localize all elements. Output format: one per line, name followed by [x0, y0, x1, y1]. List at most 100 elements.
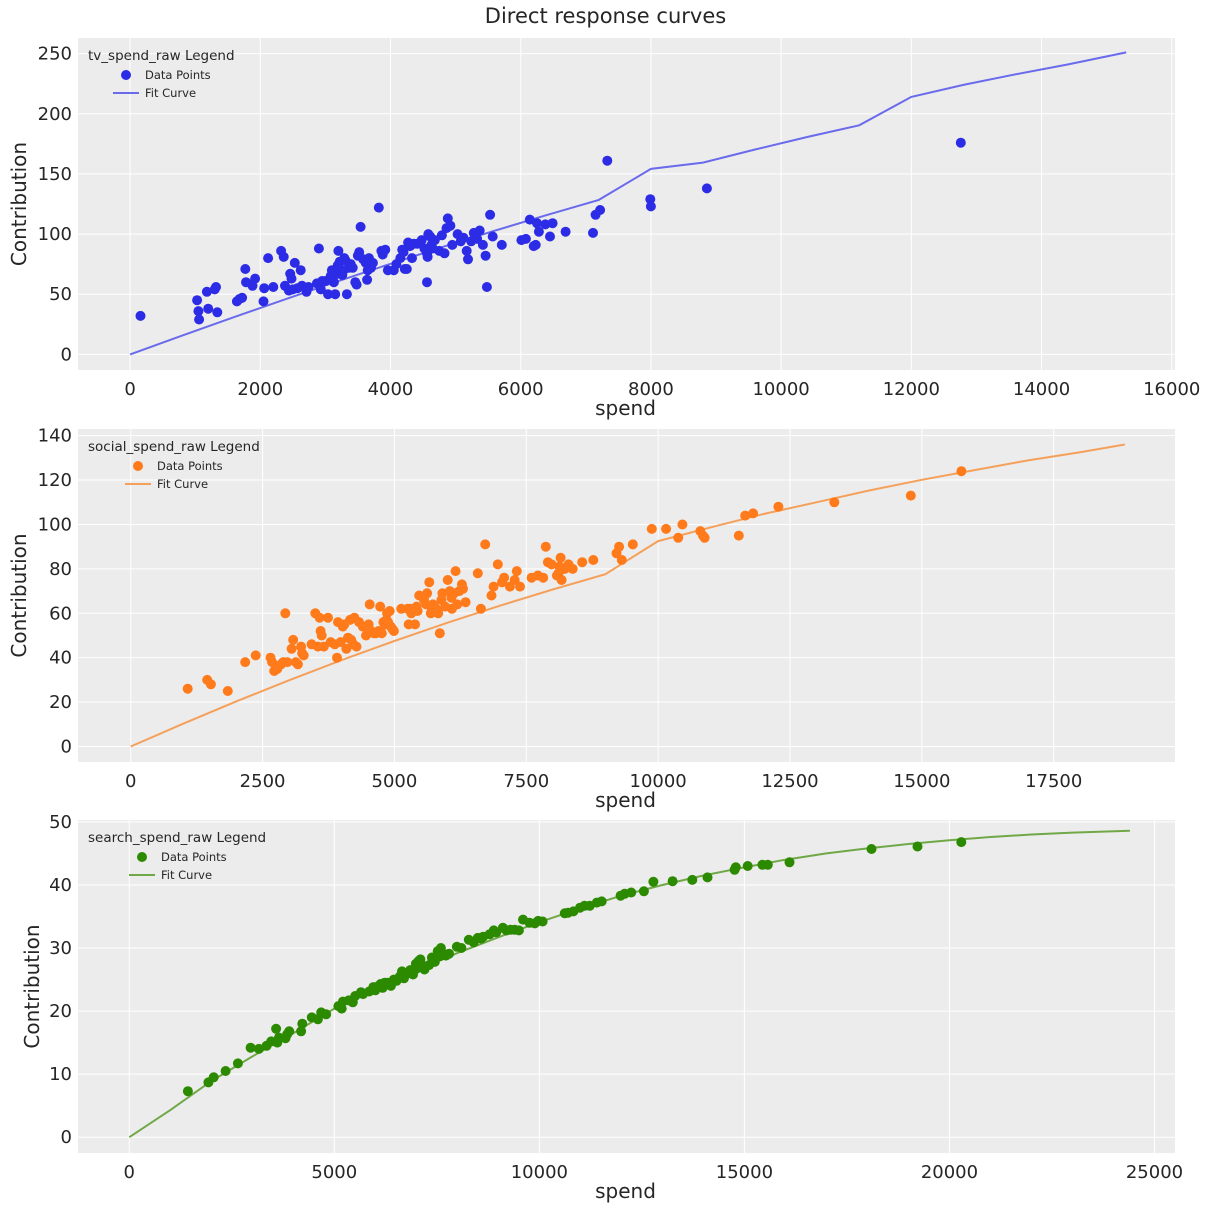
data-point	[733, 530, 744, 541]
data-point	[424, 577, 435, 588]
data-point	[486, 590, 497, 601]
data-point	[442, 575, 453, 585]
data-point	[422, 277, 432, 288]
x-tick-label: 14000	[1013, 379, 1070, 400]
data-point	[538, 572, 549, 583]
data-point	[416, 235, 427, 246]
plot-background	[78, 38, 1175, 370]
data-point	[289, 257, 300, 268]
x-tick-label: 15000	[893, 771, 950, 792]
data-point	[614, 541, 625, 552]
data-point	[401, 264, 412, 274]
data-point	[447, 239, 458, 250]
y-tick-label: 120	[38, 470, 72, 491]
data-point	[422, 251, 433, 262]
legend: tv_spend_raw Legend Data Points Fit Curve	[88, 48, 235, 100]
data-point	[602, 155, 613, 166]
x-tick-label: 20000	[921, 1162, 978, 1183]
y-axis-label: Contribution	[20, 924, 44, 1048]
chart-panel-1: 0 2000 4000 6000 8000 10000 12000 14000 16000 0 50…	[7, 38, 1200, 420]
data-point	[648, 876, 659, 887]
data-point	[373, 202, 384, 213]
data-point	[135, 310, 146, 321]
data-point	[182, 683, 193, 694]
data-point	[481, 282, 492, 292]
data-point	[332, 652, 342, 663]
data-point	[956, 466, 967, 477]
legend-title: search_spend_raw Legend	[88, 830, 266, 846]
data-point	[434, 628, 445, 639]
data-point	[555, 552, 566, 563]
data-point	[237, 292, 248, 303]
chart-panel-2: 0 2500 5000 7500 10000 12500 15000 17500 0 20 40 60…	[7, 426, 1175, 812]
data-point	[560, 226, 571, 237]
legend-title: tv_spend_raw Legend	[88, 48, 235, 64]
data-point	[314, 612, 325, 623]
data-point	[532, 218, 542, 229]
data-point	[250, 273, 261, 284]
data-point	[422, 588, 433, 599]
legend-label-data-points: Data Points	[157, 459, 223, 473]
y-tick-label: 0	[61, 344, 72, 365]
data-point	[315, 284, 326, 295]
data-point	[295, 265, 306, 276]
data-point	[316, 630, 327, 641]
data-point	[194, 314, 205, 325]
data-point	[259, 283, 270, 294]
x-tick-label: 16000	[1143, 379, 1200, 400]
data-point	[362, 274, 373, 285]
legend-label-fit-curve: Fit Curve	[161, 868, 212, 882]
data-point	[829, 497, 840, 508]
data-point	[333, 245, 344, 256]
x-axis-label: spend	[595, 788, 656, 812]
data-point	[596, 896, 607, 907]
data-point	[436, 230, 447, 241]
data-point	[487, 231, 498, 242]
y-tick-label: 10	[49, 1064, 72, 1085]
data-point	[193, 306, 204, 317]
data-point	[429, 235, 440, 246]
data-point	[351, 641, 362, 652]
data-point	[537, 916, 548, 927]
data-point	[540, 541, 551, 552]
data-point	[530, 239, 541, 250]
data-point	[253, 1043, 264, 1054]
data-point	[292, 659, 303, 670]
x-tick-label: 6000	[498, 379, 544, 400]
data-point	[677, 519, 688, 530]
y-tick-label: 140	[38, 426, 72, 447]
data-point	[673, 532, 684, 543]
data-point	[545, 231, 555, 242]
data-point	[376, 628, 387, 639]
data-point	[288, 634, 299, 645]
data-point	[268, 282, 279, 292]
y-tick-label: 0	[61, 1127, 72, 1148]
data-point	[475, 603, 486, 614]
data-point	[445, 220, 456, 231]
data-point	[461, 245, 472, 256]
data-point	[547, 218, 558, 229]
data-point	[546, 559, 557, 570]
data-point	[192, 295, 203, 306]
data-point	[240, 264, 251, 274]
page-title: Direct response curves	[484, 4, 727, 28]
data-point	[485, 209, 496, 220]
data-point	[286, 273, 297, 284]
data-point	[661, 523, 672, 534]
fit-curve	[129, 51, 1127, 356]
data-point	[480, 539, 491, 550]
data-point	[748, 508, 759, 519]
data-point	[520, 233, 531, 244]
y-tick-label: 250	[38, 44, 72, 65]
legend-marker-data-points	[121, 70, 131, 80]
data-point	[330, 289, 341, 300]
data-point	[433, 608, 444, 619]
x-tick-label: 25000	[1126, 1162, 1183, 1183]
data-point	[488, 581, 499, 592]
chart-panel-3: 0 5000 10000 15000 20000 25000 0 10 20 30 40 50 spen…	[20, 812, 1183, 1203]
y-tick-label: 20	[49, 1001, 72, 1022]
data-point	[250, 650, 261, 661]
data-point	[460, 597, 471, 608]
data-point	[645, 194, 656, 205]
data-point	[323, 289, 333, 300]
